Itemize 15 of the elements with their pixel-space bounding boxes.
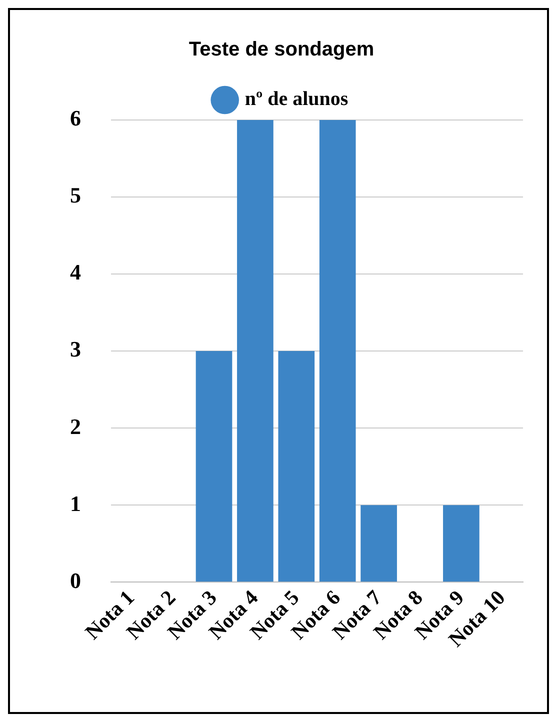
y-tick-label: 0 bbox=[70, 568, 81, 593]
y-tick-label: 1 bbox=[70, 490, 81, 516]
y-tick-label: 3 bbox=[70, 336, 81, 362]
bar bbox=[237, 120, 274, 582]
y-tick-label: 4 bbox=[70, 260, 81, 285]
bar bbox=[196, 351, 232, 582]
bar bbox=[443, 505, 480, 582]
y-tick-label: 5 bbox=[70, 182, 81, 208]
bar bbox=[360, 505, 397, 582]
y-tick-label: 2 bbox=[70, 414, 81, 439]
y-tick-label: 6 bbox=[70, 106, 81, 131]
bar bbox=[278, 351, 315, 582]
legend-label: nº de alunos bbox=[244, 88, 348, 110]
bar bbox=[319, 120, 356, 582]
chart-title: Teste de sondagem bbox=[188, 38, 374, 61]
